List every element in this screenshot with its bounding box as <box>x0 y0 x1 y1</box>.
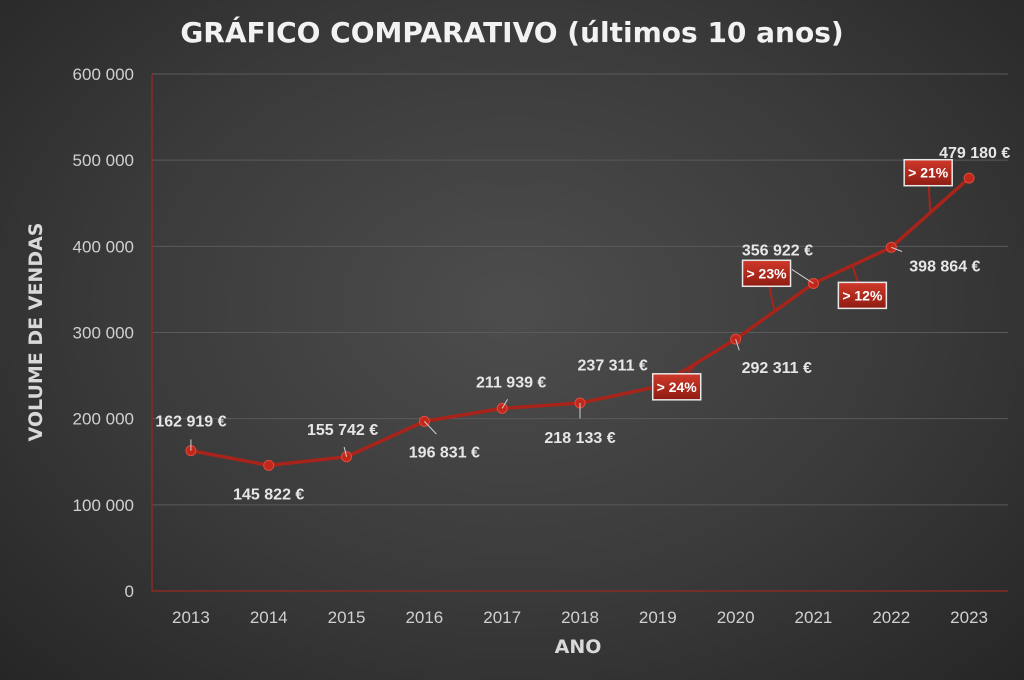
annotations: > 24% > 23% > 12% > 21% <box>651 158 953 401</box>
y-tick-label: 200 000 <box>73 410 134 429</box>
label-leader <box>735 338 740 351</box>
data-label: 237 311 € <box>578 358 648 375</box>
x-tick-label: 2014 <box>250 608 288 627</box>
data-label: 218 133 € <box>544 430 615 447</box>
growth-badge <box>837 281 888 310</box>
data-label: 292 311 € <box>742 360 812 377</box>
growth-badge-label: > 23% <box>746 265 787 281</box>
x-tick-label: 2018 <box>561 608 599 627</box>
data-point <box>263 459 275 471</box>
data-label: 356 922 € <box>742 242 813 259</box>
data-labels: 162 919 € 145 822 € 155 742 € 196 831 € 211 … <box>155 145 1010 503</box>
data-label: 398 864 € <box>909 258 980 275</box>
chart-title: GRÁFICO COMPARATIVO (últimos 10 anos) <box>180 15 843 49</box>
x-tick-label: 2020 <box>717 608 755 627</box>
label-leader <box>424 421 437 435</box>
x-tick-label: 2016 <box>405 608 443 627</box>
x-axis-title: ANO <box>555 636 602 658</box>
y-tick-label: 300 000 <box>73 324 134 343</box>
data-label: 211 939 € <box>476 374 546 391</box>
x-tick-label: 2015 <box>328 608 366 627</box>
x-tick-label: 2021 <box>795 608 833 627</box>
grid-lines <box>152 73 1008 506</box>
data-label: 196 831 € <box>409 444 480 461</box>
y-axis-title: VOLUME DE VENDAS <box>25 223 47 442</box>
y-tick-label: 600 000 <box>73 65 134 84</box>
growth-badge <box>903 158 953 187</box>
growth-badge-label: > 24% <box>657 379 698 395</box>
x-tick-label: 2013 <box>172 608 210 627</box>
label-leader <box>791 269 814 284</box>
y-tick-label: 0 <box>125 582 134 601</box>
label-leader <box>343 446 348 457</box>
data-label: 162 919 € <box>155 414 226 431</box>
growth-badge-label: > 12% <box>842 287 883 303</box>
y-tick-label: 500 000 <box>73 151 134 170</box>
axes <box>151 74 1008 592</box>
series <box>185 172 975 471</box>
data-label: 479 180 € <box>939 145 1010 162</box>
growth-badge <box>741 259 792 288</box>
growth-badge-label: > 21% <box>908 165 949 181</box>
y-tick-label: 100 000 <box>73 496 134 515</box>
y-tick-label: 400 000 <box>73 237 134 256</box>
label-leader <box>891 246 903 252</box>
x-tick-label: 2019 <box>639 608 677 627</box>
data-label: 155 742 € <box>307 422 378 439</box>
data-label: 145 822 € <box>233 486 304 503</box>
tick-labels: 0 100 000 200 000 300 000 400 000 500 000 600 … <box>73 65 988 627</box>
growth-badge <box>651 373 702 401</box>
x-tick-label: 2022 <box>872 608 910 627</box>
data-point <box>963 172 975 184</box>
x-tick-label: 2023 <box>950 608 988 627</box>
label-leader <box>501 399 509 409</box>
x-tick-label: 2017 <box>483 608 521 627</box>
